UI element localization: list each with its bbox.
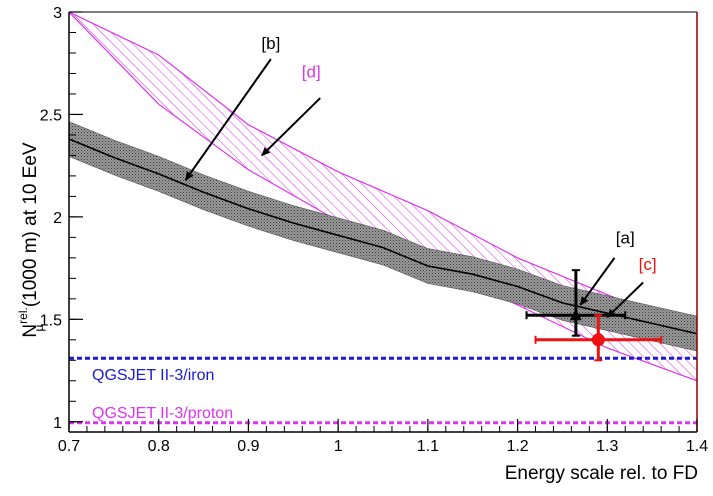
x-tick-label: 1.1: [417, 438, 439, 455]
x-tick-label: 0.8: [148, 438, 170, 455]
point-2-marker: [591, 333, 605, 347]
series-b-line: [69, 138, 697, 335]
y-axis-label-main: N: [20, 324, 41, 338]
annotation-label-1: [b]: [261, 34, 280, 53]
series-b-band: [69, 121, 697, 352]
y-tick-label: 1.5: [40, 312, 62, 329]
annotation-label-3: [a]: [616, 229, 635, 248]
annotations-layer: [b] [d] [a][c]: [184, 34, 657, 318]
bands-layer: [69, 12, 697, 382]
x-tick-label: 1.4: [686, 438, 708, 455]
y-tick-label: 2: [53, 210, 62, 227]
annotation-arrow-2: [261, 97, 321, 157]
y-axis-label: Nrel.(1000 m) at 10 EeV μ: [16, 142, 46, 337]
reference-line-label-2: QGSJET II-3/proton: [92, 405, 233, 422]
y-axis-label-rest: (1000 m) at 10 EeV: [20, 142, 41, 307]
reference-lines-layer: QGSJET II-3/iron QGSJET II-3/proton: [69, 356, 697, 425]
axes-layer: 0.7 0.8 0.9 1 1.1 1.2 1.3 1.4 1 1.5 2 2.5 3: [40, 5, 708, 455]
y-tick-label: 3: [53, 5, 62, 22]
x-tick-label: 0.9: [237, 438, 259, 455]
data-points-layer: [525, 269, 663, 362]
y-axis-label-sub: μ: [32, 324, 46, 331]
y-axis-label-sup: rel.: [16, 307, 30, 324]
svg-text:Nrel.(1000 m) at 10 EeV: Nrel.(1000 m) at 10 EeV: [16, 142, 41, 337]
y-tick-label: 1: [53, 415, 62, 432]
point-1-marker: [569, 309, 582, 321]
x-tick-label: 1.2: [506, 438, 528, 455]
x-tick-label: 1: [334, 438, 343, 455]
annotation-label-4: [c]: [639, 255, 657, 274]
x-tick-label: 1.3: [596, 438, 618, 455]
reference-line-label-1: QGSJET II-3/iron: [92, 367, 214, 384]
x-axis-label: Energy scale rel. to FD: [505, 463, 698, 484]
annotation-arrow-4: [606, 281, 644, 318]
x-tick-label: 0.7: [58, 438, 80, 455]
annotation-arrow-1: [184, 58, 272, 181]
y-tick-label: 2.5: [40, 107, 62, 124]
annotation-label-2: [d]: [302, 63, 321, 82]
annotation-arrow-3: [579, 257, 616, 306]
